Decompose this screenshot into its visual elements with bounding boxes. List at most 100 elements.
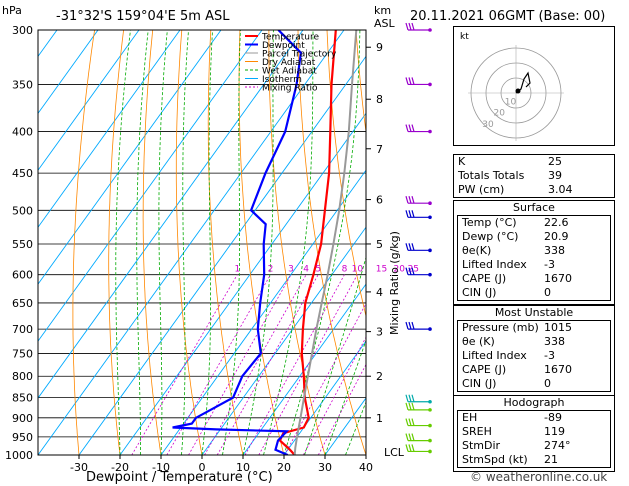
dry-adiabat-line xyxy=(175,30,203,455)
hodograph-stats-panel: Hodograph EH -89 SREH 119 StmDir 274° StmSp… xyxy=(453,395,615,472)
wind-barb-flag xyxy=(408,124,412,132)
isotherm-line xyxy=(38,30,345,455)
wind-barb-flag xyxy=(411,77,415,85)
wind-barb-tip xyxy=(428,201,432,205)
km-label: km xyxy=(374,4,391,17)
pressure-tick-label: 900 xyxy=(12,412,33,425)
surface-dewp-value: 20.9 xyxy=(544,230,569,243)
wind-barb-flag xyxy=(408,77,412,85)
pressure-tick-label: 500 xyxy=(12,204,33,217)
wind-barb-tip xyxy=(428,272,432,277)
wet-adiabat-line xyxy=(242,30,274,455)
dry-adiabat-line xyxy=(108,30,124,455)
wind-barb-flag xyxy=(411,433,415,441)
wind-barb-flag xyxy=(405,196,409,204)
hpa-label: hPa xyxy=(2,4,22,17)
mixing-ratio-label: 15 xyxy=(376,265,387,275)
wind-barb-flag xyxy=(408,433,412,441)
wind-barb-tip xyxy=(428,215,432,220)
wet-adiabat-line xyxy=(136,30,149,455)
surface-cape-value: 1670 xyxy=(544,272,572,285)
mixing-ratio-line xyxy=(188,274,292,455)
tt-label: Totals Totals xyxy=(458,169,525,182)
wind-barb-flag xyxy=(405,243,409,251)
wind-barb-flag xyxy=(408,267,412,275)
wind-barb-flag xyxy=(411,402,415,411)
wind-barb-flag xyxy=(411,418,415,426)
isotherm-line xyxy=(78,55,366,455)
isotherm-line xyxy=(38,30,181,228)
wind-barb-flag xyxy=(405,267,409,275)
temperature-tick-label: 0 xyxy=(199,461,206,474)
wind-barb-flag xyxy=(411,210,415,218)
surface-cape-label: CAPE (J) xyxy=(462,272,507,285)
pressure-tick-label: 700 xyxy=(12,323,33,336)
temperature-tick-label: -20 xyxy=(111,461,129,474)
plot-frame xyxy=(37,29,367,456)
eh-label: EH xyxy=(462,411,478,424)
mixing-ratio-line xyxy=(166,274,271,455)
isotherm-line xyxy=(38,30,140,172)
hodograph-ring-label: 20 xyxy=(494,109,506,119)
temperature-tick-label: 40 xyxy=(359,461,373,474)
hodograph-title: Hodograph xyxy=(503,396,565,409)
wind-barb-tip xyxy=(428,438,432,443)
pressure-tick-label: 850 xyxy=(12,392,33,405)
surface-theta-label: θe(K) xyxy=(462,244,492,257)
wind-barb-tip xyxy=(428,399,432,404)
wind-barb-flag xyxy=(408,394,412,402)
wind-barb-flag xyxy=(408,210,412,218)
location-title: -31°32'S 159°04'E 5m ASL xyxy=(56,9,230,24)
wind-barb-flag xyxy=(405,124,409,132)
dry-adiabat-line xyxy=(238,30,285,455)
isotherm-line xyxy=(38,30,222,285)
unstable-pres-value: 1015 xyxy=(544,321,572,334)
legend-entry: Isotherm xyxy=(262,75,302,85)
wind-barb-tip xyxy=(428,129,432,134)
mixing-ratio-label: 10 xyxy=(352,265,364,275)
isotherm-line xyxy=(119,112,366,455)
temperature-tick-label: 20 xyxy=(277,461,291,474)
hodograph-trace xyxy=(515,71,531,94)
stmdir-label: StmDir xyxy=(462,439,501,452)
mixing-ratio-label: 5 xyxy=(315,265,321,275)
most-unstable-panel: Most Unstable Pressure (mb) 1015 θe (K) 33… xyxy=(453,305,615,396)
pressure-tick-label: 450 xyxy=(12,167,33,180)
legend-entry: Wet Adiabat xyxy=(262,67,317,77)
temperature-tick-label: 10 xyxy=(236,461,250,474)
wind-barb-tip xyxy=(428,82,432,87)
surface-cin-label: CIN (J) xyxy=(462,286,497,299)
mixing-ratio-label: 8 xyxy=(342,265,348,275)
unstable-cape-label: CAPE (J) xyxy=(462,363,507,376)
pressure-tick-label: 750 xyxy=(12,347,33,360)
wind-barb-flag xyxy=(411,444,415,452)
wind-barb-flag xyxy=(405,444,409,452)
mixing-ratio-label: 20 xyxy=(394,265,406,275)
wind-barb-flag xyxy=(405,402,409,411)
hodograph-ring-label: 10 xyxy=(505,97,517,107)
eh-value: -89 xyxy=(544,411,562,424)
dry-adiabat-line xyxy=(268,30,326,455)
credit-text: © weatheronline.co.uk xyxy=(470,470,608,484)
wind-barb-flag xyxy=(411,124,415,132)
mixing-ratio-axis-label: Mixing Ratio (g/kg) xyxy=(388,231,401,335)
dry-adiabat-line xyxy=(355,30,366,135)
wet-adiabat-line xyxy=(345,400,366,455)
hodograph-storm-marker xyxy=(515,88,521,94)
pressure-tick-label: 950 xyxy=(12,431,33,444)
pressure-tick-label: 400 xyxy=(12,126,33,139)
unstable-pres-label: Pressure (mb) xyxy=(462,321,539,334)
surface-li-label: Lifted Index xyxy=(462,258,527,271)
wind-barb-flag xyxy=(411,321,415,330)
wind-barb-flag xyxy=(408,418,412,426)
mixing-ratio-line xyxy=(204,274,307,455)
surface-title: Surface xyxy=(513,201,555,214)
unstable-cin-value: 0 xyxy=(544,377,551,390)
unstable-title: Most Unstable xyxy=(494,306,574,319)
pw-label: PW (cm) xyxy=(458,183,505,196)
wind-barb-flag xyxy=(408,22,412,31)
k-value: 25 xyxy=(548,155,562,168)
wind-barb-flag xyxy=(408,196,412,204)
temperature-tick-label: -30 xyxy=(70,461,88,474)
